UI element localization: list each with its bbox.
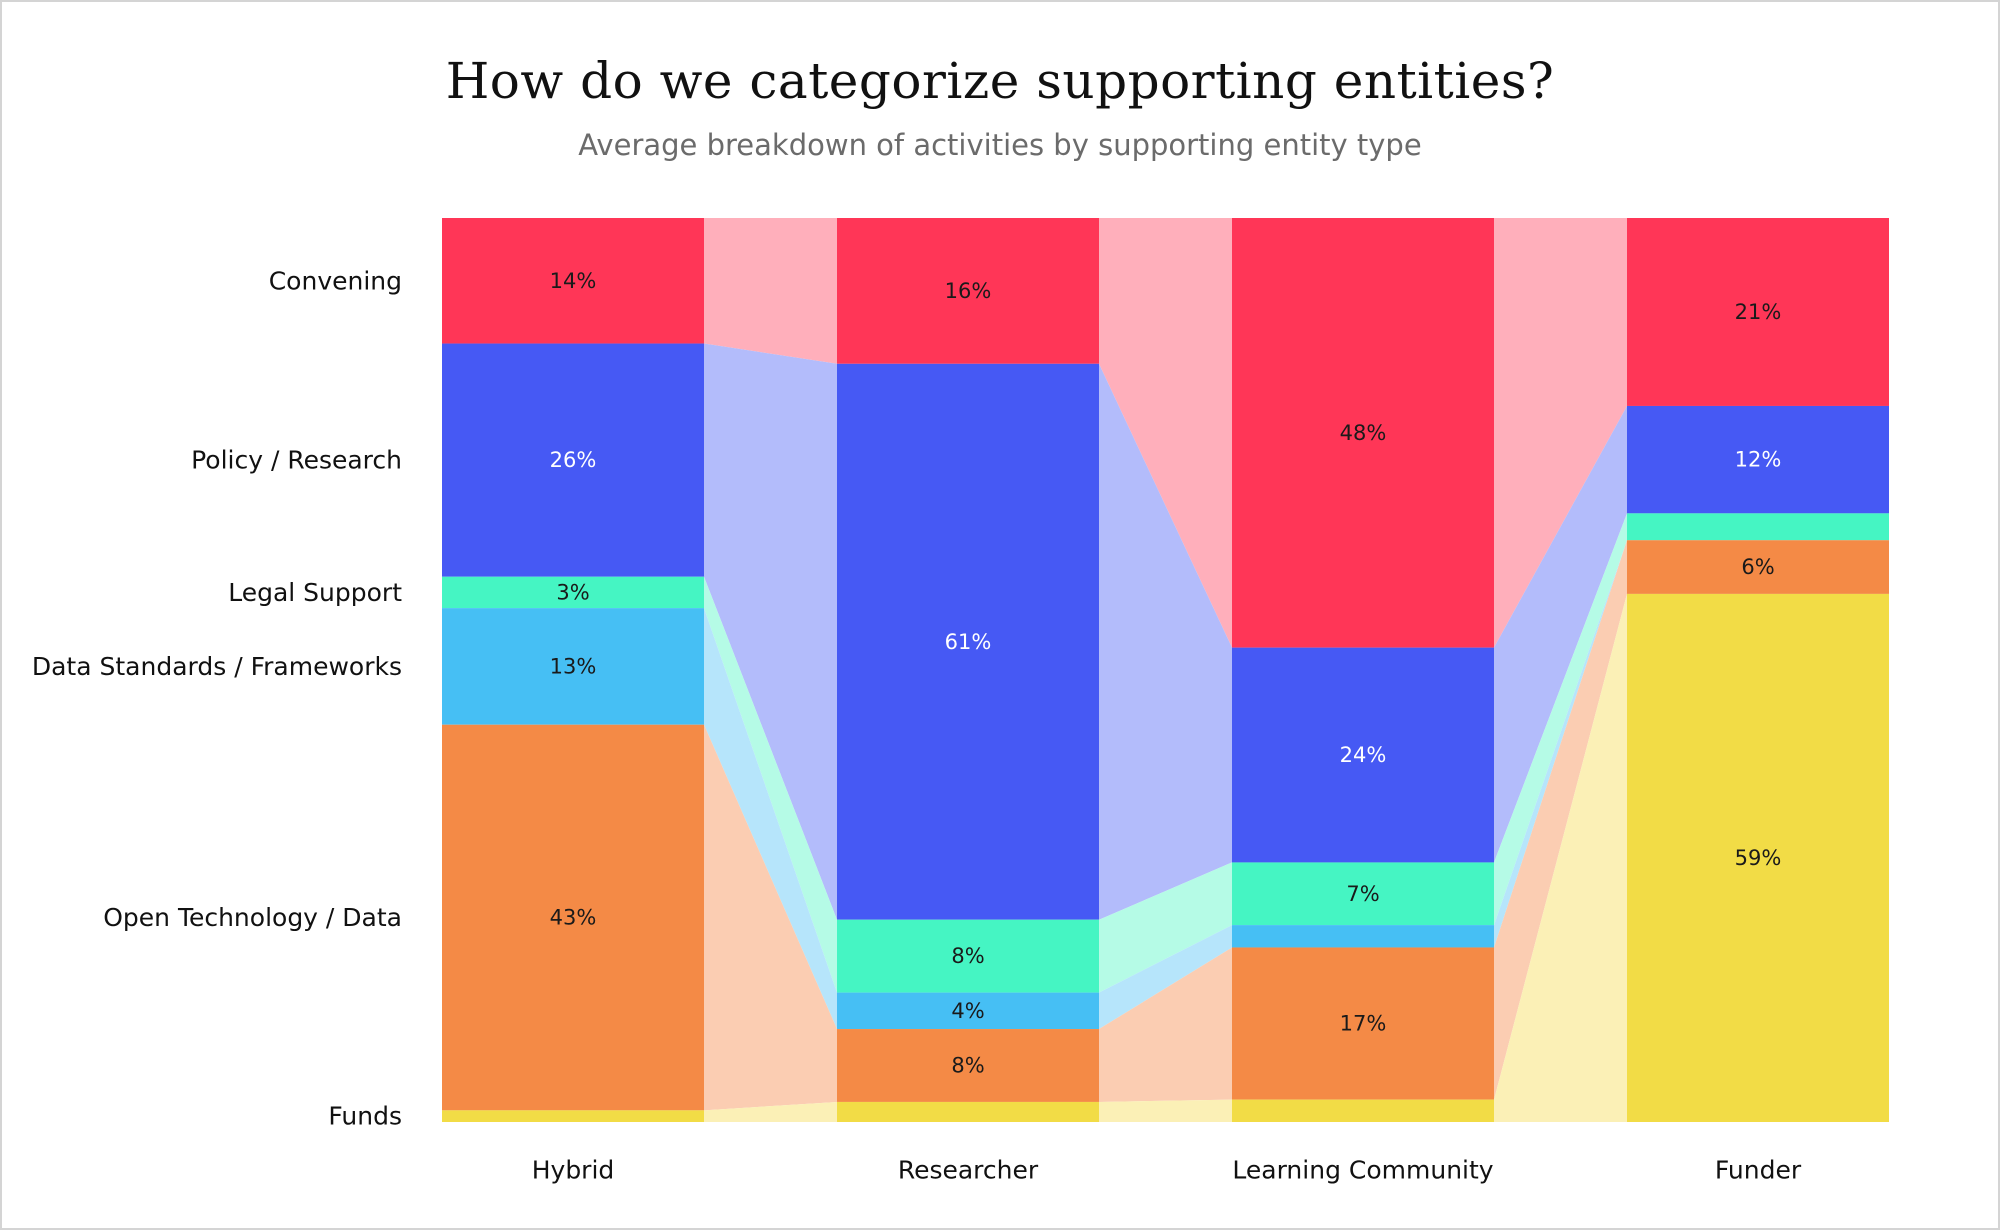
data-label-researcher-open-technology-data: 8%	[951, 1054, 984, 1078]
row-label-data-standards-frameworks: Data Standards / Frameworks	[32, 652, 402, 681]
connector-open-technology-data-hybrid-to-researcher	[704, 724, 837, 1111]
connector-legal-support-learning-community-to-funder	[1494, 513, 1627, 926]
data-label-funder-open-technology-data: 6%	[1741, 555, 1774, 579]
category-row-labels: Convening Policy / Research Legal Support D…	[32, 266, 402, 1130]
connector-legal-support-hybrid-to-researcher	[704, 576, 837, 993]
connector-data-standards-frameworks-learning-community-to-funder	[1494, 540, 1627, 948]
connector-open-technology-data-researcher-to-learning-community	[1099, 947, 1232, 1102]
connector-funds-learning-community-to-funder	[1494, 593, 1627, 1122]
bar-segment-hybrid-policy-research	[442, 343, 704, 577]
bar-segment-funder-policy-research	[1627, 405, 1889, 514]
bar-segment-researcher-legal-support	[837, 919, 1099, 993]
connector-policy-research-hybrid-to-researcher	[704, 343, 837, 920]
bar-segment-funder-open-technology-data	[1627, 540, 1889, 594]
data-label-researcher-convening: 16%	[945, 279, 992, 303]
data-label-funder-convening: 21%	[1735, 300, 1782, 324]
x-label-learning-community: Learning Community	[1232, 1156, 1493, 1185]
chart-title: How do we categorize supporting entities…	[445, 52, 1555, 110]
data-label-researcher-legal-support: 8%	[951, 944, 984, 968]
bar-segment-hybrid-legal-support	[442, 576, 704, 609]
chart-subtitle: Average breakdown of activities by suppo…	[578, 128, 1422, 162]
data-label-hybrid-policy-research: 26%	[550, 448, 597, 472]
data-label-learning-community-convening: 48%	[1340, 421, 1387, 445]
bar-segment-hybrid-open-technology-data	[442, 724, 704, 1111]
bar-segment-learning-community-funds	[1232, 1099, 1494, 1122]
data-label-hybrid-convening: 14%	[550, 269, 597, 293]
data-label-researcher-data-standards-frameworks: 4%	[951, 999, 984, 1023]
connector-open-technology-data-learning-community-to-funder	[1494, 540, 1627, 1100]
data-label-learning-community-open-technology-data: 17%	[1340, 1012, 1387, 1036]
bar-segment-learning-community-convening	[1232, 218, 1494, 648]
data-label-learning-community-legal-support: 7%	[1346, 882, 1379, 906]
bar-segment-researcher-data-standards-frameworks	[837, 992, 1099, 1030]
row-label-open-technology-data: Open Technology / Data	[103, 903, 402, 932]
connector-policy-research-researcher-to-learning-community	[1099, 363, 1232, 920]
data-label-hybrid-data-standards-frameworks: 13%	[550, 654, 597, 678]
data-label-learning-community-policy-research: 24%	[1340, 743, 1387, 767]
x-label-researcher: Researcher	[898, 1156, 1039, 1185]
bar-segment-hybrid-convening	[442, 218, 704, 344]
connector-funds-researcher-to-learning-community	[1099, 1099, 1232, 1122]
bar-segment-learning-community-open-technology-data	[1232, 947, 1494, 1100]
bar-segment-funder-convening	[1627, 218, 1889, 406]
bar-segment-researcher-open-technology-data	[837, 1029, 1099, 1102]
connector-funds-hybrid-to-researcher	[704, 1101, 837, 1122]
bar-segment-researcher-funds	[837, 1101, 1099, 1122]
bar-segment-learning-community-legal-support	[1232, 862, 1494, 926]
data-label-funder-policy-research: 12%	[1735, 448, 1782, 472]
row-label-legal-support: Legal Support	[228, 578, 402, 607]
row-label-funds: Funds	[328, 1102, 402, 1131]
bar-segment-learning-community-data-standards-frameworks	[1232, 925, 1494, 948]
connector-convening-learning-community-to-funder	[1494, 218, 1627, 648]
bar-segment-researcher-convening	[837, 218, 1099, 364]
bar-segment-hybrid-funds	[442, 1110, 704, 1122]
connector-legal-support-researcher-to-learning-community	[1099, 862, 1232, 993]
connector-convening-researcher-to-learning-community	[1099, 218, 1232, 648]
x-axis-labels: Hybrid Researcher Learning Community Funder	[532, 1156, 1802, 1185]
bar-segment-researcher-policy-research	[837, 363, 1099, 920]
bar-segment-hybrid-data-standards-frameworks	[442, 608, 704, 725]
connector-convening-hybrid-to-researcher	[704, 218, 837, 364]
connector-data-standards-frameworks-researcher-to-learning-community	[1099, 925, 1232, 1030]
bar-segment-learning-community-policy-research	[1232, 647, 1494, 863]
connector-data-standards-frameworks-hybrid-to-researcher	[704, 608, 837, 1030]
x-label-funder: Funder	[1715, 1156, 1802, 1185]
x-label-hybrid: Hybrid	[532, 1156, 615, 1185]
data-label-funder-funds: 59%	[1735, 846, 1782, 870]
connector-bands	[704, 218, 1627, 1122]
row-label-policy-research: Policy / Research	[191, 446, 402, 475]
data-label-hybrid-open-technology-data: 43%	[550, 906, 597, 930]
connector-policy-research-learning-community-to-funder	[1494, 405, 1627, 863]
bar-segments	[442, 218, 1889, 1122]
data-labels: 14% 26% 3% 13% 43% 16% 61% 8% 4% 8% 48% 24% 7% 17% 21%…	[550, 269, 1782, 1078]
bar-segment-funder-legal-support	[1627, 513, 1889, 541]
row-label-convening: Convening	[269, 266, 402, 295]
data-label-researcher-policy-research: 61%	[945, 630, 992, 654]
data-label-hybrid-legal-support: 3%	[556, 580, 589, 604]
bar-segment-funder-funds	[1627, 593, 1889, 1122]
